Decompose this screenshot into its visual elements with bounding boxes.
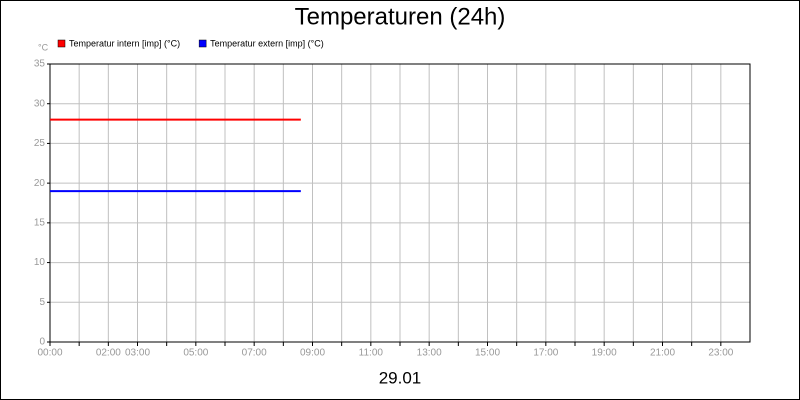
legend-label: Temperatur intern [imp] (°C): [69, 38, 180, 48]
x-tick-label: 17:00: [533, 348, 558, 359]
x-tick-label: 02:00: [96, 348, 121, 359]
legend-label: Temperatur extern [imp] (°C): [210, 38, 324, 48]
y-tick-label: 15: [34, 217, 46, 228]
x-tick-label: 15:00: [475, 348, 500, 359]
chart-title: Temperaturen (24h): [295, 3, 506, 30]
y-tick-label: 25: [34, 138, 46, 149]
x-tick-label: 00:00: [37, 348, 62, 359]
plot-border: [49, 63, 751, 343]
x-tick-label: 13:00: [417, 348, 442, 359]
x-tick-label: 07:00: [242, 348, 267, 359]
x-tick-label: 03:00: [125, 348, 150, 359]
x-tick-label: 11:00: [359, 348, 384, 359]
y-axis-label: °C: [38, 42, 49, 52]
x-tick-label: 09:00: [300, 348, 325, 359]
x-tick-label: 05:00: [183, 348, 208, 359]
x-tick-label: 23:00: [708, 348, 733, 359]
y-tick-label: 5: [39, 297, 45, 308]
y-tick-label: 20: [34, 178, 46, 189]
x-tick-label: 21:00: [650, 348, 675, 359]
y-tick-label: 35: [34, 59, 46, 70]
x-tick-label: 19:00: [592, 348, 617, 359]
x-axis-label: 29.01: [379, 368, 422, 387]
y-tick-label: 10: [34, 257, 46, 268]
legend-swatch: [57, 39, 66, 48]
y-tick-label: 30: [34, 98, 46, 109]
y-tick-label: 0: [39, 337, 45, 348]
legend-swatch: [198, 39, 207, 48]
